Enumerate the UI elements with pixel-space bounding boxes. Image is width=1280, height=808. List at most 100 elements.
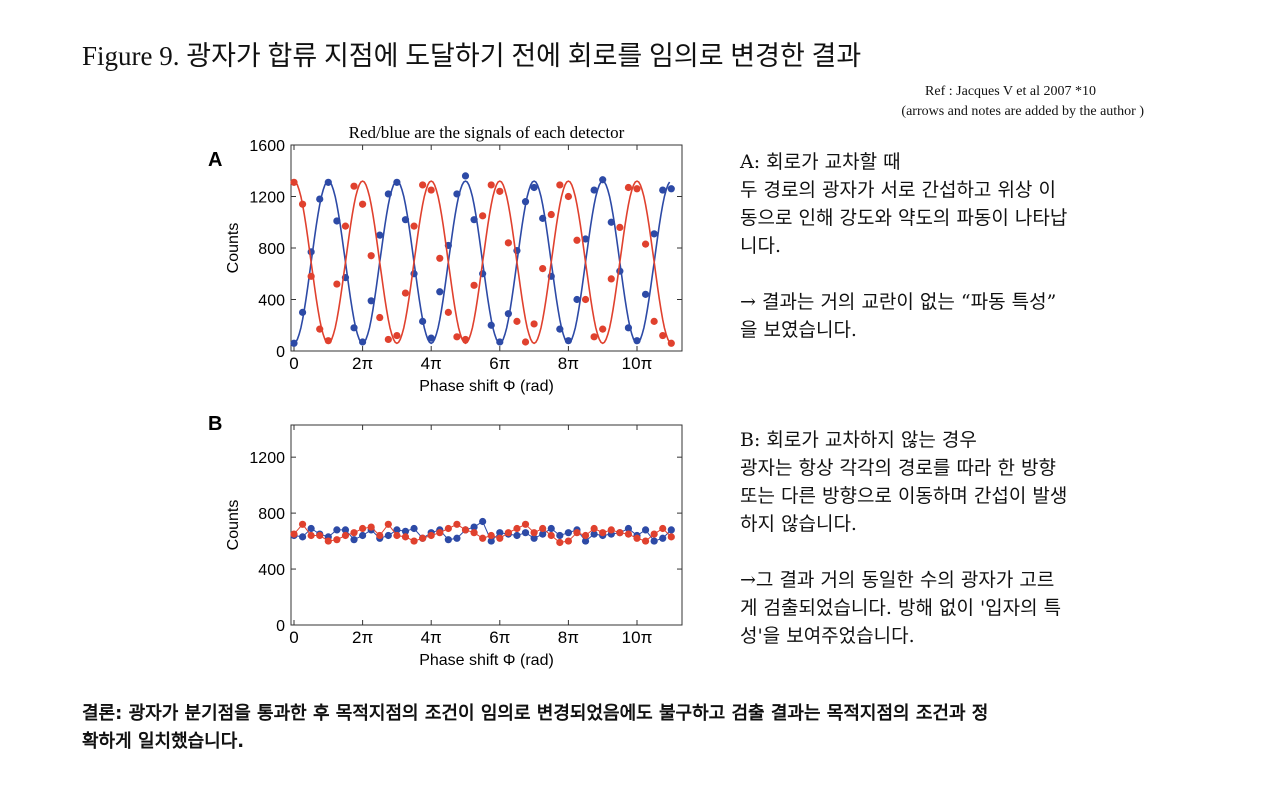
blue-data-point — [616, 267, 624, 275]
panel-label: A — [208, 149, 222, 171]
red-data-point — [521, 520, 530, 528]
blue-data-point — [581, 537, 590, 545]
blue-data-point — [590, 186, 598, 194]
blue-fit-curve — [293, 180, 671, 345]
y-tick-label: 1600 — [249, 138, 285, 155]
x-tick-label: 2π — [352, 628, 373, 647]
red-data-point — [461, 526, 470, 534]
blue-data-point — [539, 530, 547, 538]
red-data-point — [556, 181, 564, 189]
blue-data-point — [470, 216, 478, 224]
red-data-point — [307, 531, 315, 540]
red-data-point — [547, 531, 555, 540]
blue-data-point — [350, 536, 358, 544]
red-data-point — [573, 236, 581, 244]
red-data-point — [341, 222, 350, 230]
red-data-point — [607, 275, 615, 283]
conclusion: 결론: 광자가 분기점을 통과한 후 목적지점의 조건이 임의로 변경되었음에도… — [82, 700, 988, 756]
red-data-point — [384, 520, 392, 528]
red-data-point — [316, 325, 324, 333]
red-data-point — [616, 223, 624, 231]
red-data-point — [513, 317, 521, 325]
red-data-point — [410, 222, 418, 230]
red-data-point — [590, 524, 598, 533]
red-data-point — [573, 529, 581, 537]
red-data-point — [624, 530, 633, 538]
text-line: 광자는 항상 각각의 경로를 따라 한 방향 — [740, 457, 1056, 479]
red-data-point — [564, 537, 572, 545]
red-data-point — [341, 531, 350, 540]
red-data-point — [556, 538, 564, 547]
red-data-point — [581, 295, 590, 304]
blue-data-point — [401, 527, 410, 535]
blue-data-point — [410, 524, 418, 533]
red-data-point — [307, 272, 315, 280]
blue-data-point — [436, 288, 444, 296]
x-tick-label: 4π — [421, 628, 442, 647]
blue-data-point — [573, 295, 581, 304]
plot-frame — [290, 424, 683, 626]
chart-b: B 0 400 800 1200 0 2π 4π 6π 8π 10π Phase shift Φ (r… — [208, 413, 683, 669]
blue-data-point — [667, 185, 675, 193]
blue-data-point — [641, 526, 650, 534]
blue-data-point — [624, 524, 633, 533]
red-data-point — [659, 331, 667, 340]
red-data-point — [453, 520, 461, 528]
blue-data-point — [556, 531, 564, 540]
blue-data-point — [479, 517, 487, 526]
x-tick-label: 6π — [489, 354, 510, 373]
text-line: B: 회로가 교차하지 않는 경우 — [740, 429, 977, 451]
conclusion-line: 확하게 일치했습니다. — [82, 731, 245, 752]
red-data-point — [487, 531, 495, 540]
blue-data-point — [470, 523, 478, 531]
blue-data-point — [367, 297, 375, 305]
blue-data-point — [530, 534, 538, 542]
blue-data-point — [290, 339, 298, 347]
red-data-point — [427, 186, 435, 194]
blue-data-point — [419, 317, 427, 325]
y-tick-label: 400 — [258, 562, 285, 579]
reference-note: (arrows and notes are added by the autho… — [901, 104, 1144, 119]
red-data-point — [504, 529, 512, 537]
red-data-point — [650, 530, 658, 538]
red-data-point — [599, 325, 607, 333]
red-data-point — [659, 524, 667, 533]
red-data-point — [470, 281, 478, 289]
red-fit-curve — [293, 180, 671, 345]
red-data-point — [607, 526, 615, 534]
red-data-point — [444, 308, 452, 316]
red-data-point — [367, 523, 375, 531]
panel-a-description: A: 회로가 교차할 때 두 경로의 광자가 서로 간섭하고 위상 이 동으로 … — [740, 148, 1067, 344]
chart-a: Red/blue are the signals of each detecto… — [208, 123, 683, 395]
red-data-point — [359, 524, 367, 533]
x-tick-label: 10π — [622, 354, 653, 373]
y-tick-label: 400 — [258, 293, 285, 310]
red-data-point — [419, 534, 427, 542]
red-data-point — [470, 529, 478, 537]
blue-data-point — [307, 524, 315, 533]
x-tick-label: 8π — [558, 628, 579, 647]
blue-data-point — [641, 290, 650, 298]
red-data-point — [487, 181, 495, 189]
text-line — [740, 538, 1067, 566]
blue-data-point — [359, 338, 367, 346]
red-data-point — [504, 239, 512, 247]
blue-data-point — [633, 337, 641, 345]
y-tick-label: 1200 — [249, 450, 285, 467]
blue-data-point — [513, 531, 521, 540]
blue-data-point — [401, 216, 410, 224]
blue-data-point — [581, 235, 590, 243]
red-data-point — [376, 313, 384, 322]
red-data-point — [290, 178, 298, 186]
blue-data-point — [599, 176, 607, 184]
red-data-point — [496, 187, 504, 195]
text-line: → 결과는 거의 교란이 없는 “파동 특성” — [740, 291, 1057, 313]
red-data-point — [479, 534, 487, 542]
x-tick-label: 0 — [289, 628, 298, 647]
y-tick-label: 800 — [258, 241, 285, 258]
blue-data-point — [376, 231, 384, 239]
text-line: 두 경로의 광자가 서로 간섭하고 위상 이 — [740, 179, 1056, 201]
red-data-point — [410, 537, 418, 545]
text-line: 니다. — [740, 235, 781, 257]
